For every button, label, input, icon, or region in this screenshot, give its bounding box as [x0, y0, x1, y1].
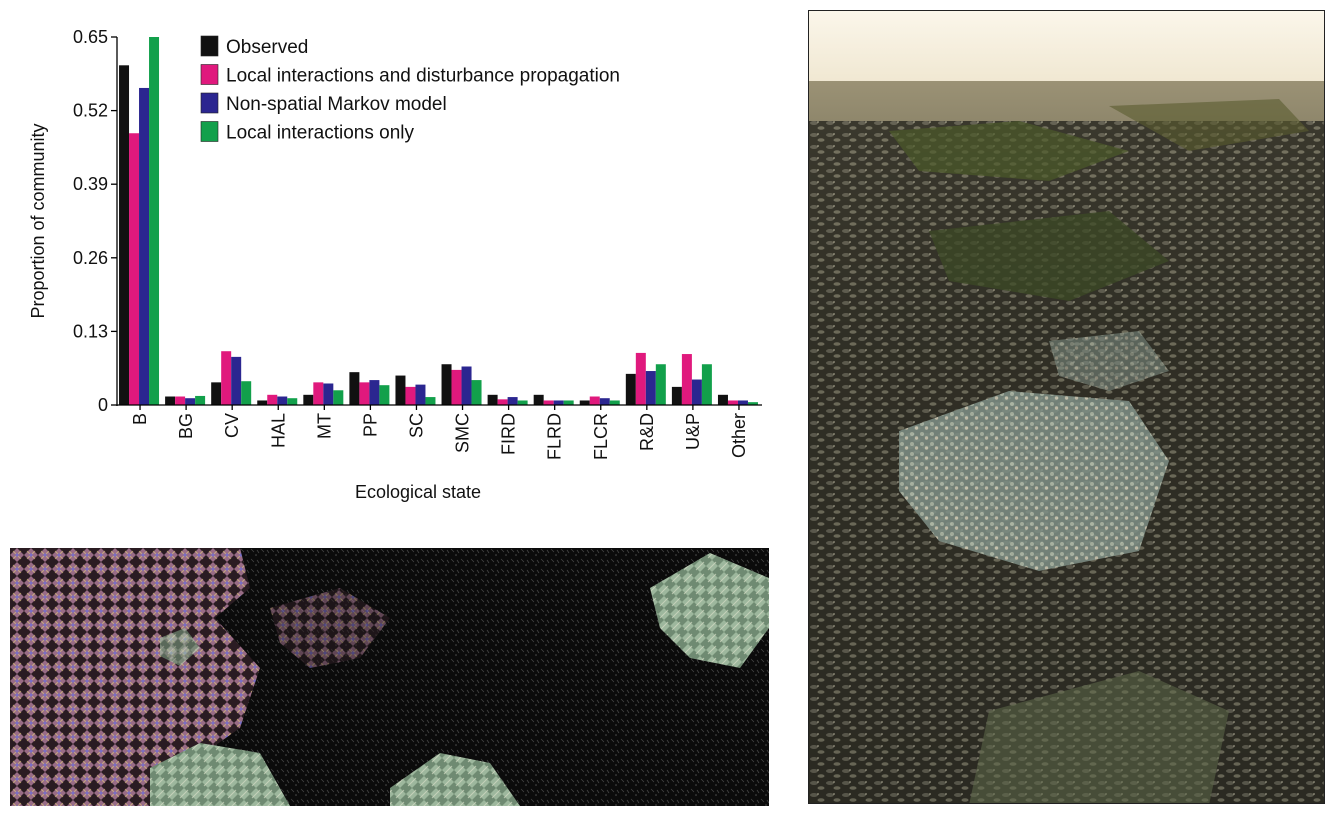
bar-R&D-1 [635, 352, 646, 405]
y-axis-title: Proportion of community [28, 123, 48, 318]
bar-U&P-1 [681, 354, 692, 405]
x-ticks: B BG CV HAL MT PP SC SMC FIRD FLRD FLCR R&D U&P Other [130, 405, 749, 460]
y-tick-label: 0.52 [73, 101, 108, 121]
bar-FIRD-3 [517, 400, 528, 405]
bar-MT-3 [333, 390, 344, 405]
legend-label: Local interactions and disturbance propa… [226, 66, 620, 87]
bar-B-0 [119, 65, 130, 406]
bar-U&P-0 [671, 386, 682, 405]
bar-BG-0 [165, 396, 176, 405]
bar-FLCR-0 [579, 400, 590, 405]
shoreline-photo [808, 10, 1325, 804]
x-tick-label: FLCR [591, 413, 611, 460]
bar-SMC-1 [451, 369, 462, 405]
x-axis-title: Ecological state [355, 482, 481, 502]
bar-PP-1 [359, 382, 370, 405]
bar-SC-1 [405, 386, 416, 405]
legend: Observed Local interactions and disturban… [200, 35, 620, 144]
x-tick-label: MT [314, 413, 334, 439]
x-tick-label: B [130, 413, 150, 425]
bar-SMC-3 [471, 380, 482, 405]
bar-FIRD-0 [487, 394, 498, 405]
y-tick-label: 0.26 [73, 248, 108, 268]
bar-U&P-3 [701, 364, 712, 405]
bar-B-3 [149, 37, 160, 405]
bar-FLRD-1 [543, 400, 554, 405]
bar-CV-1 [221, 351, 232, 405]
bar-FLRD-3 [563, 400, 574, 405]
bar-FLRD-0 [533, 394, 544, 405]
simulation-map-image [10, 548, 769, 806]
x-tick-label: U&P [683, 413, 703, 450]
bar-Other-3 [747, 402, 758, 405]
bar-FLCR-2 [599, 398, 610, 405]
bar-B-2 [139, 87, 150, 405]
bar-PP-2 [369, 380, 380, 405]
shoreline-photo-svg [809, 11, 1324, 803]
bar-MT-1 [313, 382, 324, 405]
bar-SC-2 [415, 384, 426, 405]
legend-swatch [200, 35, 219, 57]
bar-R&D-2 [645, 371, 656, 405]
legend-swatch [200, 121, 219, 142]
bar-PP-0 [349, 372, 360, 405]
bar-R&D-3 [655, 364, 666, 405]
bar-BG-2 [185, 398, 196, 405]
bar-SMC-0 [441, 364, 452, 405]
bar-MT-2 [323, 383, 334, 405]
legend-label: Observed [226, 37, 308, 58]
bar-Other-1 [727, 400, 738, 405]
x-tick-label: BG [176, 413, 196, 439]
bar-HAL-3 [287, 398, 298, 405]
bar-FLCR-1 [589, 396, 600, 405]
legend-label: Local interactions only [226, 123, 414, 144]
chart-svg: 0 0.13 0.26 0.39 0.52 0.65 B BG CV HAL MT PP SC SMC F… [28, 27, 762, 502]
x-tick-label: FLRD [545, 413, 565, 460]
bar-FIRD-2 [507, 397, 518, 405]
bar-HAL-0 [257, 400, 268, 405]
bar-CV-0 [211, 382, 222, 405]
bar-PP-3 [379, 385, 390, 405]
bar-CV-3 [241, 381, 252, 405]
bar-FIRD-1 [497, 399, 508, 405]
x-tick-label: Other [729, 413, 749, 458]
legend-swatch [200, 92, 219, 114]
legend-label: Non-spatial Markov model [226, 94, 447, 115]
bar-B-1 [129, 133, 140, 405]
x-tick-label: CV [222, 413, 242, 438]
y-tick-label: 0.39 [73, 174, 108, 194]
bar-CV-2 [231, 356, 242, 405]
bar-Other-2 [737, 400, 748, 405]
simulation-map-svg [10, 548, 769, 806]
bar-SC-3 [425, 397, 436, 405]
y-ticks: 0 0.13 0.26 0.39 0.52 0.65 [73, 27, 117, 415]
x-tick-label: PP [360, 413, 380, 437]
bar-FLCR-3 [609, 400, 620, 405]
bar-R&D-0 [625, 373, 636, 405]
bar-BG-3 [195, 395, 206, 405]
bar-SC-0 [395, 375, 406, 405]
x-tick-label: R&D [637, 413, 657, 451]
y-tick-label: 0 [98, 395, 108, 415]
x-tick-label: SC [406, 413, 426, 438]
bar-chart: 0 0.13 0.26 0.39 0.52 0.65 B BG CV HAL MT PP SC SMC F… [0, 0, 790, 520]
legend-swatch [200, 64, 219, 85]
bar-MT-0 [303, 394, 314, 405]
bar-HAL-1 [267, 394, 278, 405]
y-tick-label: 0.65 [73, 27, 108, 47]
x-tick-label: HAL [268, 413, 288, 448]
x-tick-label: SMC [453, 413, 473, 453]
bar-SMC-2 [461, 366, 472, 405]
y-tick-label: 0.13 [73, 321, 108, 341]
bar-HAL-2 [277, 396, 288, 405]
bar-U&P-2 [691, 379, 702, 405]
bar-FLRD-2 [553, 400, 564, 405]
bar-BG-1 [175, 396, 186, 405]
bars-group [119, 37, 758, 406]
x-tick-label: FIRD [499, 413, 519, 455]
bar-Other-0 [717, 394, 728, 405]
